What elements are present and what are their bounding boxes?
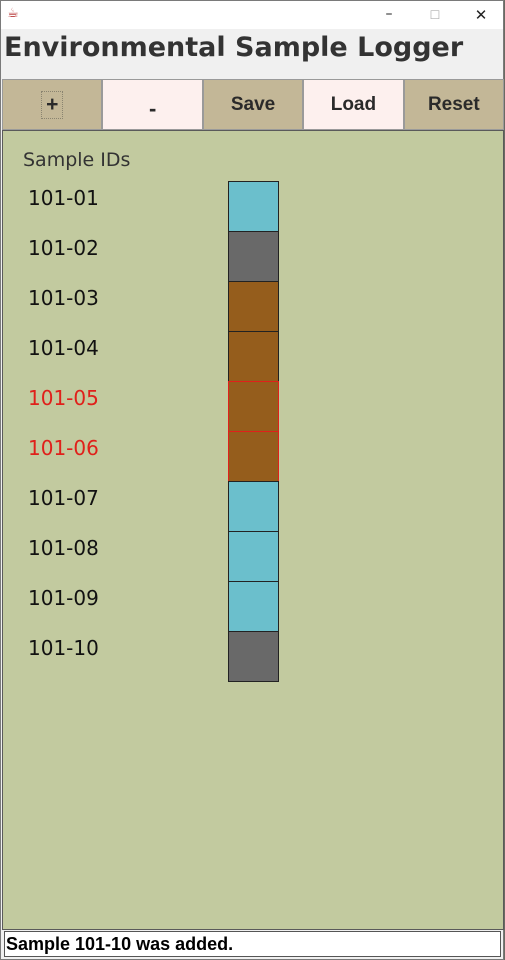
- sample-row[interactable]: 101-03: [3, 281, 503, 332]
- maximize-button[interactable]: ☐: [429, 8, 441, 22]
- add-sample-button[interactable]: +: [2, 79, 103, 130]
- sample-id-label: 101-08: [28, 536, 99, 560]
- sample-ids-heading: Sample IDs: [23, 149, 131, 171]
- sample-list: 101-01 101-02 101-03 101-04 101-05 101-06 101-…: [3, 181, 503, 682]
- sample-color-swatch[interactable]: [228, 331, 279, 382]
- load-button-label: Load: [330, 93, 377, 115]
- sample-row[interactable]: 101-07: [3, 481, 503, 532]
- remove-sample-button[interactable]: -: [102, 79, 203, 130]
- sample-row[interactable]: 101-08: [3, 531, 503, 582]
- sample-row[interactable]: 101-06: [3, 431, 503, 482]
- save-button-label: Save: [230, 93, 276, 115]
- close-button[interactable]: ✕: [474, 6, 488, 24]
- add-button-label: +: [41, 90, 64, 119]
- sample-id-label: 101-03: [28, 286, 99, 310]
- reset-button[interactable]: Reset: [403, 79, 505, 130]
- minimize-button[interactable]: –: [385, 6, 393, 22]
- sample-row[interactable]: 101-05: [3, 381, 503, 432]
- sample-color-swatch[interactable]: [228, 531, 279, 582]
- java-cup-icon[interactable]: ☕: [7, 6, 19, 21]
- toolbar: + - Save Load Reset: [2, 79, 505, 130]
- sample-color-swatch[interactable]: [228, 581, 279, 632]
- reset-button-label: Reset: [427, 93, 480, 115]
- sample-color-swatch[interactable]: [228, 231, 279, 282]
- sample-color-swatch[interactable]: [228, 481, 279, 532]
- sample-id-label: 101-06: [28, 436, 99, 460]
- title-bar: ☕ – ☐ ✕: [1, 1, 503, 29]
- app-title: Environmental Sample Logger: [4, 32, 464, 63]
- load-button[interactable]: Load: [303, 79, 404, 130]
- sample-row[interactable]: 101-01: [3, 181, 503, 232]
- remove-button-label: -: [148, 95, 157, 121]
- sample-row[interactable]: 101-09: [3, 581, 503, 632]
- sample-id-label: 101-07: [28, 486, 99, 510]
- sample-row[interactable]: 101-04: [3, 331, 503, 382]
- sample-color-swatch[interactable]: [228, 281, 279, 332]
- sample-panel: Sample IDs 101-01 101-02 101-03 101-04 101-0…: [2, 130, 504, 930]
- sample-id-label: 101-09: [28, 586, 99, 610]
- sample-id-label: 101-04: [28, 336, 99, 360]
- save-button[interactable]: Save: [202, 79, 304, 130]
- sample-row[interactable]: 101-10: [3, 631, 503, 682]
- status-bar: Sample 101-10 was added.: [4, 931, 501, 957]
- sample-color-swatch[interactable]: [228, 181, 279, 232]
- sample-row[interactable]: 101-02: [3, 231, 503, 282]
- sample-id-label: 101-02: [28, 236, 99, 260]
- sample-color-swatch[interactable]: [228, 381, 279, 432]
- sample-color-swatch[interactable]: [228, 631, 279, 682]
- sample-id-label: 101-05: [28, 386, 99, 410]
- sample-color-swatch[interactable]: [228, 431, 279, 482]
- sample-id-label: 101-01: [28, 186, 99, 210]
- sample-id-label: 101-10: [28, 636, 99, 660]
